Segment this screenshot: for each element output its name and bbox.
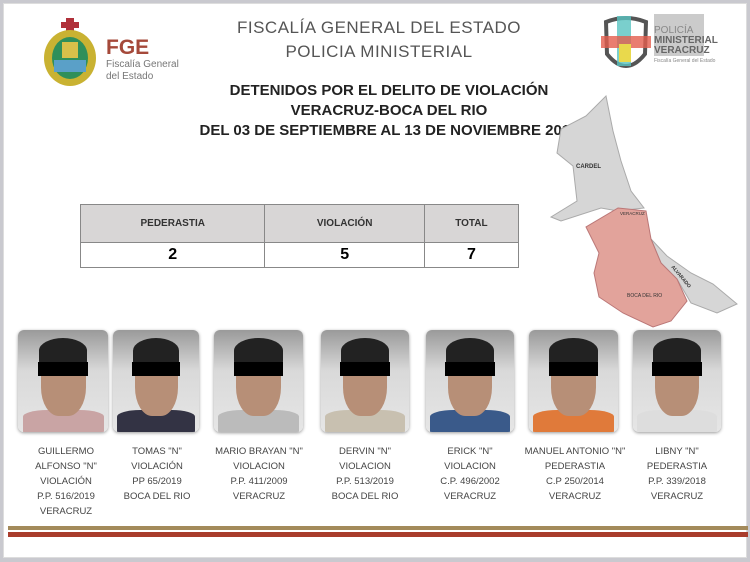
subtitle-line-2: VERACRUZ-BOCA DEL RIO: [290, 102, 488, 119]
n-watermark-icon: [654, 14, 704, 56]
detainee-caption: MANUEL ANTONIO "N" PEDERASTIA C.P 250/2014…: [520, 444, 630, 504]
header-title-2: POLICIA MINISTERIAL: [285, 42, 473, 61]
footer-red-stripe: [8, 532, 748, 537]
header-violacion: VIOLACIÓN: [264, 204, 425, 243]
map-label-cardel: CARDEL: [576, 164, 601, 170]
caption-line: C.P 250/2014: [546, 476, 604, 487]
caption-line: PEDERASTIA: [646, 461, 708, 472]
caption-line: MANUEL ANTONIO "N": [524, 446, 626, 457]
value-pederastia: 2: [79, 242, 266, 268]
map-label-veracruz: VERACRUZ: [620, 211, 645, 216]
caption-line: GUILLERMO: [38, 446, 94, 457]
shirt: [117, 409, 195, 432]
map-region-veracruz-boca-del-rio: [585, 207, 688, 328]
caption-line: LIBNY "N": [655, 446, 699, 457]
hair: [132, 338, 180, 364]
detainee-caption: TOMAS "N" VIOLACIÓN PP 65/2019 BOCA DEL RIO: [102, 444, 212, 504]
hair: [341, 338, 389, 364]
infographic-page: FGE Fiscalía General del Estado FISCALÍA…: [3, 3, 748, 558]
hair: [38, 338, 88, 364]
eye-censor-bar: [652, 361, 702, 376]
caption-line: MARIO BRAYAN "N": [215, 446, 303, 457]
detainee-photo: [18, 330, 108, 432]
detainee-caption: DERVIN "N" VIOLACION P.P. 513/2019 BOCA DEL…: [310, 444, 420, 504]
eye-censor-bar: [445, 361, 495, 376]
pm-line-2: MINISTERIAL: [654, 35, 718, 46]
policia-ministerial-badge-icon: [601, 14, 651, 83]
value-violacion: 5: [264, 242, 425, 268]
subtitle-line-3: DEL 03 DE SEPTIEMBRE AL 13 DE NOVIEMBRE …: [199, 122, 579, 139]
shirt: [430, 409, 510, 432]
caption-line: VERACRUZ: [548, 491, 602, 502]
fge-subtitle-1: Fiscalía General: [106, 59, 179, 70]
fge-logo-subtitle: Fiscalía General del Estado: [106, 59, 179, 83]
detainee-caption: ERICK "N" VIOLACION C.P. 496/2002 VERACRUZ: [415, 444, 525, 504]
detainee-photo: [214, 330, 303, 432]
map-label-boca-del-rio: BOCA DEL RIO: [627, 293, 662, 299]
caption-line: ERICK "N": [447, 446, 493, 457]
hair: [234, 338, 283, 364]
caption-line: VERACRUZ: [232, 491, 286, 502]
detainee-photo: [321, 330, 409, 432]
caption-line: C.P. 496/2002: [440, 476, 500, 487]
hair: [549, 338, 598, 364]
eye-censor-bar: [37, 361, 89, 376]
detainees-summary-table: PEDERASTIA VIOLACIÓN TOTAL 2 5 7: [79, 204, 520, 268]
pm-line-3: VERACRUZ: [654, 45, 710, 56]
pm-line-1: POLICÍA: [654, 25, 694, 36]
detainee-caption: LIBNY "N" PEDERASTIA P.P. 339/2018 VERACRUZ: [622, 444, 732, 504]
policia-ministerial-logo-text: POLICÍA MINISTERIAL VERACRUZ Fiscalía Ge…: [654, 26, 718, 66]
pm-line-4: Fiscalía General del Estado: [654, 58, 716, 64]
fge-subtitle-2: del Estado: [106, 71, 154, 82]
caption-line: P.P. 411/2009: [230, 476, 288, 487]
hair: [653, 338, 701, 364]
fge-logo-text: FGE: [106, 36, 150, 59]
caption-line: VERACRUZ: [443, 491, 497, 502]
eye-censor-bar: [548, 361, 599, 376]
caption-line: PP 65/2019: [132, 476, 182, 487]
eye-censor-bar: [233, 361, 284, 376]
caption-line: VIOLACIÓN: [131, 461, 183, 472]
caption-line: ALFONSO "N": [35, 461, 97, 472]
caption-line: DERVIN "N": [339, 446, 391, 457]
detainee-photo: [529, 330, 618, 432]
shirt: [218, 409, 299, 432]
header-title-1: FISCALÍA GENERAL DEL ESTADO: [236, 18, 521, 37]
caption-line: VIOLACION: [339, 461, 391, 472]
eye-censor-bar: [131, 361, 181, 376]
caption-line: P.P. 513/2019: [336, 476, 394, 487]
region-map: CARDEL VERACRUZ ALVARADO BOCA DEL RIO: [549, 94, 738, 328]
detainee-photo: [426, 330, 514, 432]
shirt: [325, 409, 405, 432]
caption-line: PEDERASTIA: [544, 461, 606, 472]
caption-line: TOMAS "N": [132, 446, 182, 457]
shirt: [22, 409, 104, 432]
shirt: [637, 409, 717, 432]
caption-line: VIOLACIÓN: [40, 476, 92, 487]
caption-line: VERACRUZ: [39, 506, 93, 517]
eye-censor-bar: [340, 361, 390, 376]
footer-gold-stripe: [8, 526, 748, 530]
veracruz-coat-of-arms-icon: [42, 18, 98, 93]
caption-line: P.P. 516/2019: [37, 491, 95, 502]
hair: [446, 338, 494, 364]
caption-line: VERACRUZ: [650, 491, 704, 502]
caption-line: P.P. 339/2018: [648, 476, 706, 487]
header-pederastia: PEDERASTIA: [79, 204, 266, 243]
caption-line: VIOLACION: [444, 461, 496, 472]
header-total: TOTAL: [423, 204, 520, 243]
detainee-caption: GUILLERMO ALFONSO "N" VIOLACIÓN P.P. 516/20…: [11, 444, 121, 519]
shirt: [533, 409, 614, 432]
value-total: 7: [423, 242, 520, 268]
caption-line: VIOLACION: [233, 461, 285, 472]
subtitle-line-1: DETENIDOS POR EL DELITO DE VIOLACIÓN: [229, 82, 549, 99]
detainee-photo: [113, 330, 199, 432]
map-region-cardel: [549, 94, 645, 222]
caption-line: BOCA DEL RIO: [123, 491, 191, 502]
caption-line: BOCA DEL RIO: [331, 491, 399, 502]
detainee-photo: [633, 330, 721, 432]
detainee-caption: MARIO BRAYAN "N" VIOLACION P.P. 411/2009 VE…: [204, 444, 314, 504]
